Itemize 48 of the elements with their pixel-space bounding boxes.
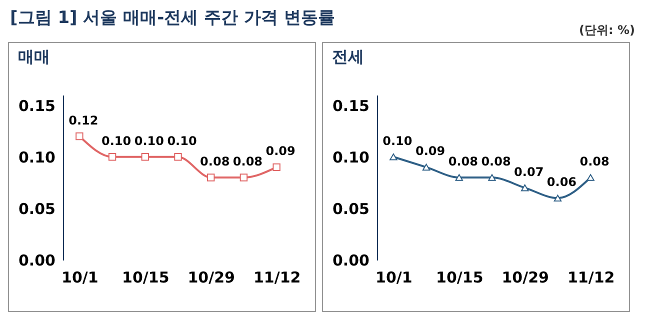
text: (단위: %) <box>579 22 635 39</box>
point <box>240 174 248 182</box>
x-tick-label: 10/1 <box>376 268 412 286</box>
point <box>108 153 116 161</box>
data-label: 0.07 <box>514 164 544 179</box>
data-label: 0.08 <box>200 154 230 168</box>
point <box>455 174 463 181</box>
y-tick-label: 0.05 <box>332 200 370 218</box>
x-tick-label: 11/12 <box>253 268 301 286</box>
data-label: 0.09 <box>266 144 296 158</box>
x-tick-label: 10/1 <box>62 268 98 286</box>
y-tick-label: 0.05 <box>18 200 56 218</box>
data-label: 0.09 <box>415 144 446 158</box>
y-tick-label: 0.00 <box>332 252 370 270</box>
point <box>207 174 215 182</box>
x-tick-label: 11/12 <box>567 268 615 286</box>
data-label: 0.08 <box>448 154 478 168</box>
point <box>174 153 182 161</box>
x-tick-label: 10/15 <box>122 268 170 286</box>
point <box>390 153 398 160</box>
data-label: 0.10 <box>167 134 197 148</box>
point <box>521 184 529 192</box>
y-tick-label: 0.10 <box>18 148 56 166</box>
y-tick-label: 0.00 <box>18 252 56 270</box>
point <box>586 174 594 181</box>
data-label: 0.08 <box>232 154 263 168</box>
data-label: 0.10 <box>382 134 412 148</box>
data-label: 0.06 <box>546 175 577 190</box>
text: [그림 1] 서울 매매-전세 주간 가격 변동률 <box>10 7 335 29</box>
y-tick-label: 0.15 <box>18 96 56 115</box>
data-label: 0.08 <box>580 154 610 168</box>
chart-title: 매매 <box>18 47 50 66</box>
x-tick-label: 10/29 <box>188 268 235 286</box>
point <box>488 174 496 181</box>
point <box>422 164 430 171</box>
x-tick-label: 10/15 <box>436 268 484 286</box>
y-tick-label: 0.15 <box>332 96 370 115</box>
data-label: 0.12 <box>68 113 98 128</box>
data-label: 0.08 <box>481 154 511 168</box>
x-tick-label: 10/29 <box>502 268 549 286</box>
data-label: 0.10 <box>101 134 132 148</box>
chart-title: 전세 <box>332 47 364 66</box>
point <box>272 163 280 172</box>
point <box>554 194 562 202</box>
point <box>141 153 149 161</box>
y-tick-label: 0.10 <box>332 148 370 166</box>
data-label: 0.10 <box>134 134 164 148</box>
point <box>76 132 84 140</box>
